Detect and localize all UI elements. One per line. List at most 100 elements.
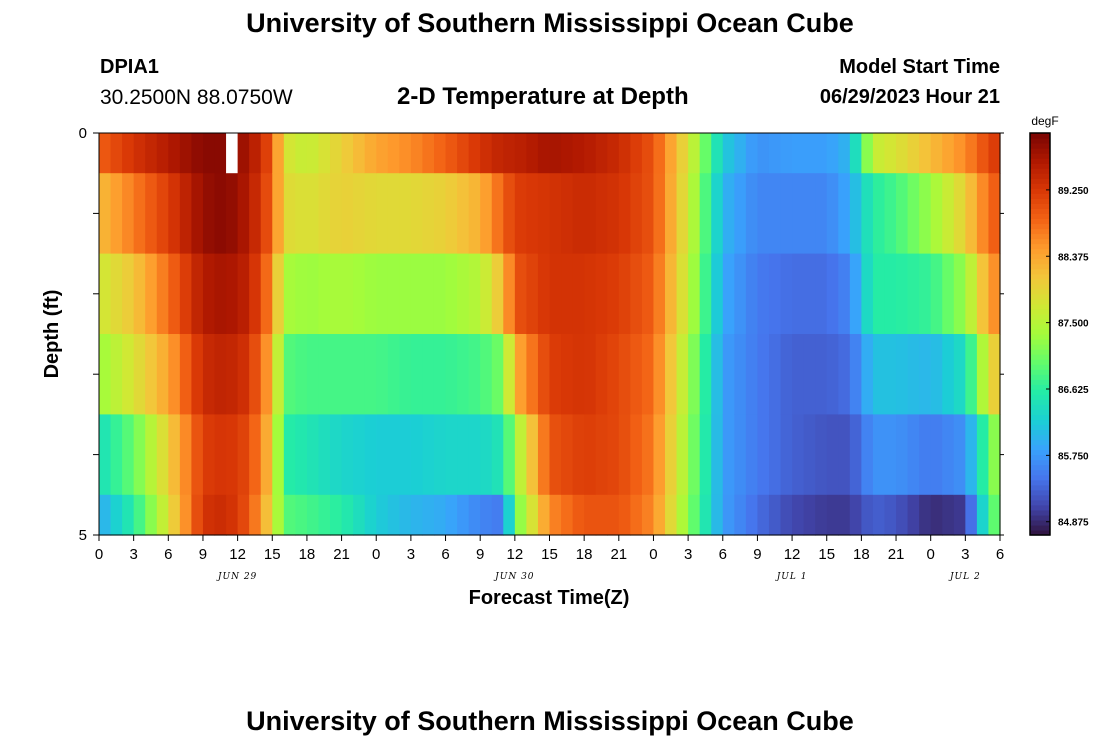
colorbar-swatch <box>1030 133 1050 139</box>
heatmap-cell <box>445 414 458 496</box>
heatmap-cell <box>699 334 712 415</box>
heatmap-cell <box>364 253 377 335</box>
heatmap-cell <box>838 334 851 415</box>
heatmap-cell <box>757 253 770 335</box>
colorbar-swatch <box>1030 223 1050 230</box>
heatmap-cell <box>953 334 966 415</box>
heatmap-cell <box>122 173 135 255</box>
heatmap-cell <box>214 173 227 255</box>
x-tick-label: 3 <box>684 546 692 563</box>
heatmap-cell <box>641 414 655 496</box>
heatmap-cell <box>930 494 943 536</box>
heatmap-cell <box>260 334 273 415</box>
heatmap-cell <box>272 133 285 174</box>
heatmap-cell <box>803 253 816 335</box>
colorbar-swatch <box>1030 514 1050 521</box>
colorbar-swatch <box>1030 248 1050 255</box>
colorbar-swatch <box>1030 203 1050 209</box>
heatmap-cell <box>549 494 562 536</box>
heatmap-cell <box>711 253 724 335</box>
colorbar-swatch <box>1030 509 1050 516</box>
heatmap-cell <box>803 173 816 255</box>
heatmap-cell <box>665 414 678 496</box>
colorbar-swatch <box>1030 374 1050 380</box>
heatmap-cell <box>792 253 805 335</box>
heatmap-cell <box>953 494 966 536</box>
heatmap-cell <box>896 494 909 536</box>
heatmap-cell <box>283 334 296 415</box>
heatmap-cell <box>607 253 620 335</box>
colorbar-swatch <box>1030 253 1050 260</box>
heatmap-cell <box>757 133 770 174</box>
colorbar-swatch <box>1030 399 1050 405</box>
chart-subtitle: 2-D Temperature at Depth <box>397 83 689 110</box>
heatmap-cell <box>399 253 412 335</box>
heatmap-cell <box>410 334 424 415</box>
colorbar-tick-label: 87.500 <box>1058 319 1089 330</box>
heatmap-cell <box>110 334 123 415</box>
heatmap-cell <box>757 494 770 536</box>
heatmap-cell <box>884 414 897 496</box>
heatmap-cell <box>272 494 285 536</box>
heatmap-cell <box>364 334 377 415</box>
colorbar-swatch <box>1030 323 1050 330</box>
heatmap-cell <box>595 253 608 335</box>
heatmap-cell <box>364 414 377 496</box>
heatmap-cell <box>272 414 285 496</box>
heatmap-cell <box>699 173 712 255</box>
heatmap-cell <box>595 494 608 536</box>
heatmap-cell <box>919 414 932 496</box>
heatmap-cell <box>942 133 955 174</box>
heatmap-cell <box>595 414 608 496</box>
heatmap-cell <box>826 253 839 335</box>
heatmap-cell <box>491 414 504 496</box>
heatmap-cell <box>214 253 227 335</box>
colorbar-swatch <box>1030 138 1050 144</box>
heatmap-cell <box>387 414 400 496</box>
colorbar-swatch <box>1030 434 1050 441</box>
heatmap-cell <box>768 133 782 174</box>
heatmap-cell <box>376 414 389 496</box>
heatmap-cell <box>283 133 296 174</box>
heatmap-cell <box>537 253 551 335</box>
heatmap-cell <box>433 494 447 536</box>
heatmap-cell <box>826 133 839 174</box>
heatmap-cell <box>896 253 909 335</box>
heatmap-cell <box>815 334 828 415</box>
heatmap-cell <box>133 253 146 335</box>
colorbar-swatch <box>1030 424 1050 431</box>
x-tick-label: 15 <box>264 546 281 563</box>
heatmap-cell <box>133 414 146 496</box>
heatmap-cell <box>942 334 955 415</box>
heatmap-cell <box>503 133 516 174</box>
heatmap-cell <box>514 253 527 335</box>
heatmap-cell <box>133 334 146 415</box>
colorbar-swatch <box>1030 153 1050 159</box>
heatmap-cell <box>376 253 389 335</box>
heatmap-cell <box>792 173 805 255</box>
heatmap-cell <box>422 133 435 174</box>
heatmap-cell <box>561 133 574 174</box>
heatmap-cell <box>549 253 562 335</box>
x-tick-label: 18 <box>299 546 316 563</box>
date-label: JUL 2 <box>948 572 981 582</box>
heatmap-cell <box>306 133 320 174</box>
heatmap-cell <box>711 494 724 536</box>
heatmap-cell <box>168 173 181 255</box>
heatmap-cell <box>641 494 655 536</box>
colorbar-swatch <box>1030 389 1050 395</box>
heatmap-cell <box>445 133 458 174</box>
heatmap-cell <box>595 133 608 174</box>
heatmap-cell <box>202 173 216 255</box>
heatmap-cell <box>688 414 701 496</box>
heatmap-cell <box>734 253 747 335</box>
heatmap-cell <box>260 253 273 335</box>
heatmap-cell <box>838 253 851 335</box>
heatmap-cell <box>399 494 412 536</box>
heatmap-cell <box>191 334 204 415</box>
colorbar-swatch <box>1030 384 1050 390</box>
x-tick-label: 21 <box>888 546 905 563</box>
heatmap-cell <box>826 334 839 415</box>
heatmap-cell <box>792 334 805 415</box>
heatmap-cell <box>618 334 631 415</box>
